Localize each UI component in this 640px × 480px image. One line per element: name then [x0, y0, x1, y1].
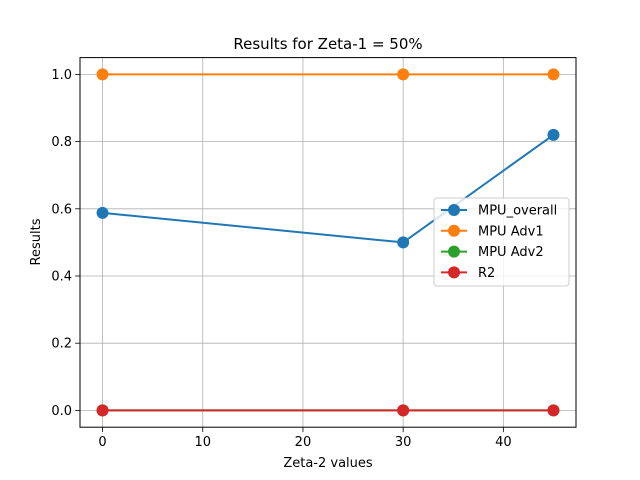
y-axis-ticks: 0.0 0.2 0.4 0.6 0.8 1.0 [51, 68, 80, 419]
data-point [547, 128, 560, 141]
legend-label: MPU_overall [478, 204, 557, 219]
data-point [547, 68, 560, 81]
x-tick-label: 30 [395, 435, 412, 450]
legend-label: R2 [478, 266, 495, 281]
x-tick-label: 10 [194, 435, 211, 450]
x-axis-label: Zeta-2 values [283, 456, 373, 471]
data-point [96, 404, 109, 417]
data-point [397, 404, 410, 417]
chart-title: Results for Zeta-1 = 50% [233, 35, 422, 53]
plot-frame [79, 57, 577, 428]
y-tick-label: 0.8 [51, 135, 72, 150]
data-point [397, 68, 410, 81]
legend-item: MPU Adv1 [441, 224, 544, 239]
data-point [547, 404, 560, 417]
x-axis-ticks: 0 10 20 30 40 [98, 427, 512, 450]
data-point [397, 236, 410, 249]
legend-item: MPU Adv2 [441, 245, 544, 260]
x-tick-label: 20 [295, 435, 312, 450]
y-tick-label: 0.4 [51, 270, 72, 285]
series-3 [96, 404, 560, 417]
y-tick-label: 0.6 [51, 202, 72, 217]
y-tick-label: 1.0 [51, 68, 72, 83]
legend-label: MPU Adv1 [478, 224, 544, 239]
series-0 [96, 128, 560, 249]
series-layer [96, 68, 560, 417]
y-tick-label: 0.2 [51, 337, 72, 352]
data-point [96, 68, 109, 81]
legend-marker [448, 224, 460, 237]
legend-marker [448, 266, 460, 279]
legend-box [433, 197, 570, 287]
x-tick-label: 0 [98, 435, 106, 450]
y-tick-label: 0.0 [51, 404, 72, 419]
y-axis-label: Results [29, 218, 44, 265]
legend: MPU_overall MPU Adv1 MPU Adv2 R2 [433, 197, 570, 287]
x-tick-label: 40 [495, 435, 512, 450]
legend-label: MPU Adv2 [478, 245, 544, 260]
series-1 [96, 68, 560, 81]
legend-marker [448, 245, 460, 258]
data-point [96, 206, 109, 219]
legend-marker [448, 204, 460, 216]
legend-item: MPU_overall [441, 204, 557, 219]
legend-item: R2 [441, 266, 495, 281]
